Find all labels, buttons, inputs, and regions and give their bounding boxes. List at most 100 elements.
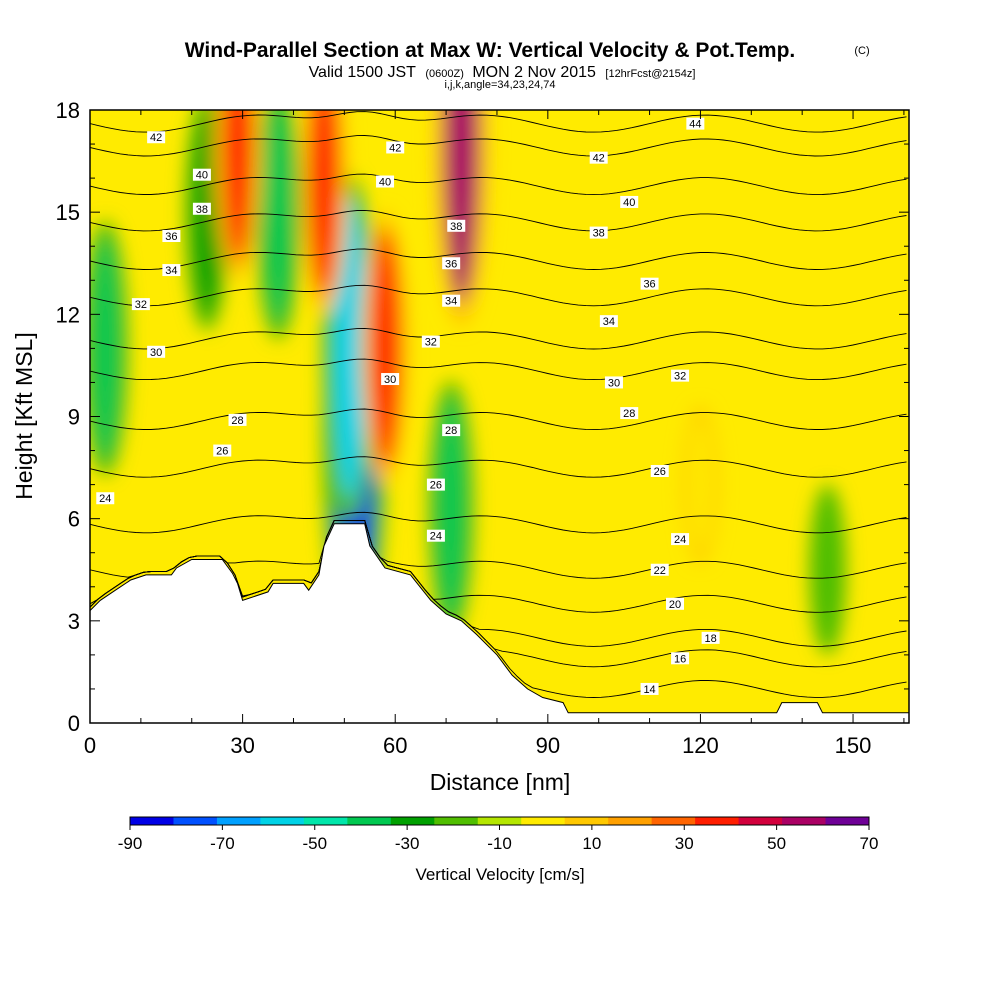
x-tick-label-4: 120	[682, 733, 719, 758]
w-feature-7	[309, 110, 339, 298]
contour-label-29: 26	[654, 466, 666, 478]
w-feature-6	[370, 229, 400, 468]
colorbar-swatch-13	[695, 817, 740, 825]
contour-label-14: 34	[445, 296, 457, 308]
colorbar-swatch-16	[825, 817, 870, 825]
contour-label-10: 42	[389, 142, 401, 154]
x-axis: 0 30 60 90 120 150	[84, 110, 905, 758]
contour-label-20: 44	[689, 119, 701, 131]
contour-label-box-27	[604, 376, 623, 389]
colorbar-label-6: 30	[675, 834, 694, 853]
contour-label-box-21	[589, 151, 608, 164]
colorbar-swatch-0	[130, 817, 174, 825]
contour-label-box-13	[442, 257, 461, 270]
contour-label-18: 26	[430, 480, 442, 492]
contour-label-0: 42	[150, 132, 162, 144]
colorbar-swatch-4	[303, 817, 348, 825]
contour-label-box-18	[426, 478, 445, 491]
y-tick-label-0: 0	[68, 711, 80, 736]
contour-label-box-33	[701, 631, 720, 644]
contour-label-box-23	[589, 226, 608, 239]
contour-label-box-4	[162, 264, 181, 277]
theta-isoline-44	[90, 111, 907, 133]
contour-label-22: 40	[623, 197, 635, 209]
contour-label-7: 28	[231, 415, 243, 427]
contour-label-box-3	[162, 230, 181, 243]
contour-label-box-24	[640, 277, 659, 290]
contour-label-28: 28	[623, 408, 635, 420]
theta-isoline-30	[90, 358, 907, 381]
theta-isoline-14	[90, 519, 907, 698]
contour-label-25: 34	[603, 316, 615, 328]
plot-area: 4240383634323028262442403836343230282624…	[56, 98, 910, 758]
contour-label-34: 16	[674, 653, 686, 665]
contour-label-box-0	[147, 131, 166, 144]
subtitle-forecast: [12hrFcst@2154z]	[605, 68, 695, 80]
contour-label-box-17	[442, 424, 461, 437]
y-tick-label-6: 18	[56, 98, 80, 123]
contour-label-31: 22	[654, 565, 666, 577]
y-tick-label-1: 3	[68, 609, 80, 634]
colorbar-label-5: 10	[582, 834, 601, 853]
contour-label-6: 30	[150, 347, 162, 359]
colorbar-label-0: -90	[118, 834, 143, 853]
contour-label-box-11	[376, 175, 395, 188]
contour-label-box-34	[671, 652, 690, 665]
contour-label-15: 32	[425, 337, 437, 349]
contour-label-12: 38	[450, 221, 462, 233]
w-feature-9	[222, 110, 253, 264]
colorbar-swatch-1	[173, 817, 218, 825]
chart-subtitle: Valid 1500 JST (0600Z) MON 2 Nov 2015 [1…	[309, 64, 696, 81]
contour-label-box-22	[620, 195, 639, 208]
colorbar-swatch-11	[608, 817, 653, 825]
theta-isoline-24	[90, 511, 907, 534]
contour-label-23: 38	[593, 228, 605, 240]
subtitle-indices: i,j,k,angle=34,23,24,74	[444, 79, 555, 91]
y-tick-label-3: 9	[68, 405, 80, 430]
colorbar-label-2: -50	[302, 834, 327, 853]
subtitle-valid-time: Valid 1500 JST	[309, 64, 417, 81]
chart-title: Wind-Parallel Section at Max W: Vertical…	[185, 39, 796, 62]
colorbar-swatch-9	[521, 817, 566, 825]
contour-label-1: 40	[196, 170, 208, 182]
contour-label-box-31	[650, 563, 669, 576]
colorbar: -90 -70 -50 -30 -10 10 30 50 70	[118, 816, 878, 853]
contour-label-box-6	[147, 345, 166, 358]
contour-label-box-30	[671, 533, 690, 546]
w-feature-11	[816, 495, 840, 644]
contour-label-5: 32	[135, 299, 147, 311]
theta-isoline-26	[90, 456, 907, 478]
colorbar-swatch-6	[390, 817, 435, 825]
contour-label-box-7	[228, 413, 247, 426]
y-tick-label-4: 12	[56, 302, 80, 327]
x-tick-label-5: 150	[835, 733, 872, 758]
colorbar-swatch-3	[260, 817, 305, 825]
contour-label-box-8	[213, 444, 232, 457]
colorbar-swatch-10	[564, 817, 609, 825]
contour-label-32: 20	[669, 599, 681, 611]
w-feature-2	[264, 110, 293, 324]
contour-label-27: 30	[608, 377, 620, 389]
contour-label-box-29	[650, 464, 669, 477]
contour-label-box-1	[192, 168, 211, 181]
colorbar-label-7: 50	[767, 834, 786, 853]
contour-label-21: 42	[593, 153, 605, 165]
theta-isoline-42	[90, 135, 907, 157]
colorbar-swatch-8	[477, 817, 522, 825]
colorbar-swatch-15	[782, 817, 827, 825]
contour-label-19: 24	[430, 531, 442, 543]
x-tick-label-3: 90	[536, 733, 560, 758]
contour-label-16: 30	[384, 374, 396, 386]
colorbar-label-4: -10	[487, 834, 512, 853]
title-copyright-mark: (C)	[854, 45, 869, 57]
y-tick-label-2: 6	[68, 507, 80, 532]
theta-isoline-38	[90, 209, 907, 232]
contour-label-box-16	[381, 373, 400, 386]
w-feature-3	[91, 237, 120, 460]
contour-label-box-9	[96, 492, 115, 505]
contour-label-17: 28	[445, 425, 457, 437]
colorbar-label-3: -30	[395, 834, 420, 853]
contour-label-4: 34	[165, 265, 177, 277]
contour-label-box-5	[131, 298, 150, 311]
